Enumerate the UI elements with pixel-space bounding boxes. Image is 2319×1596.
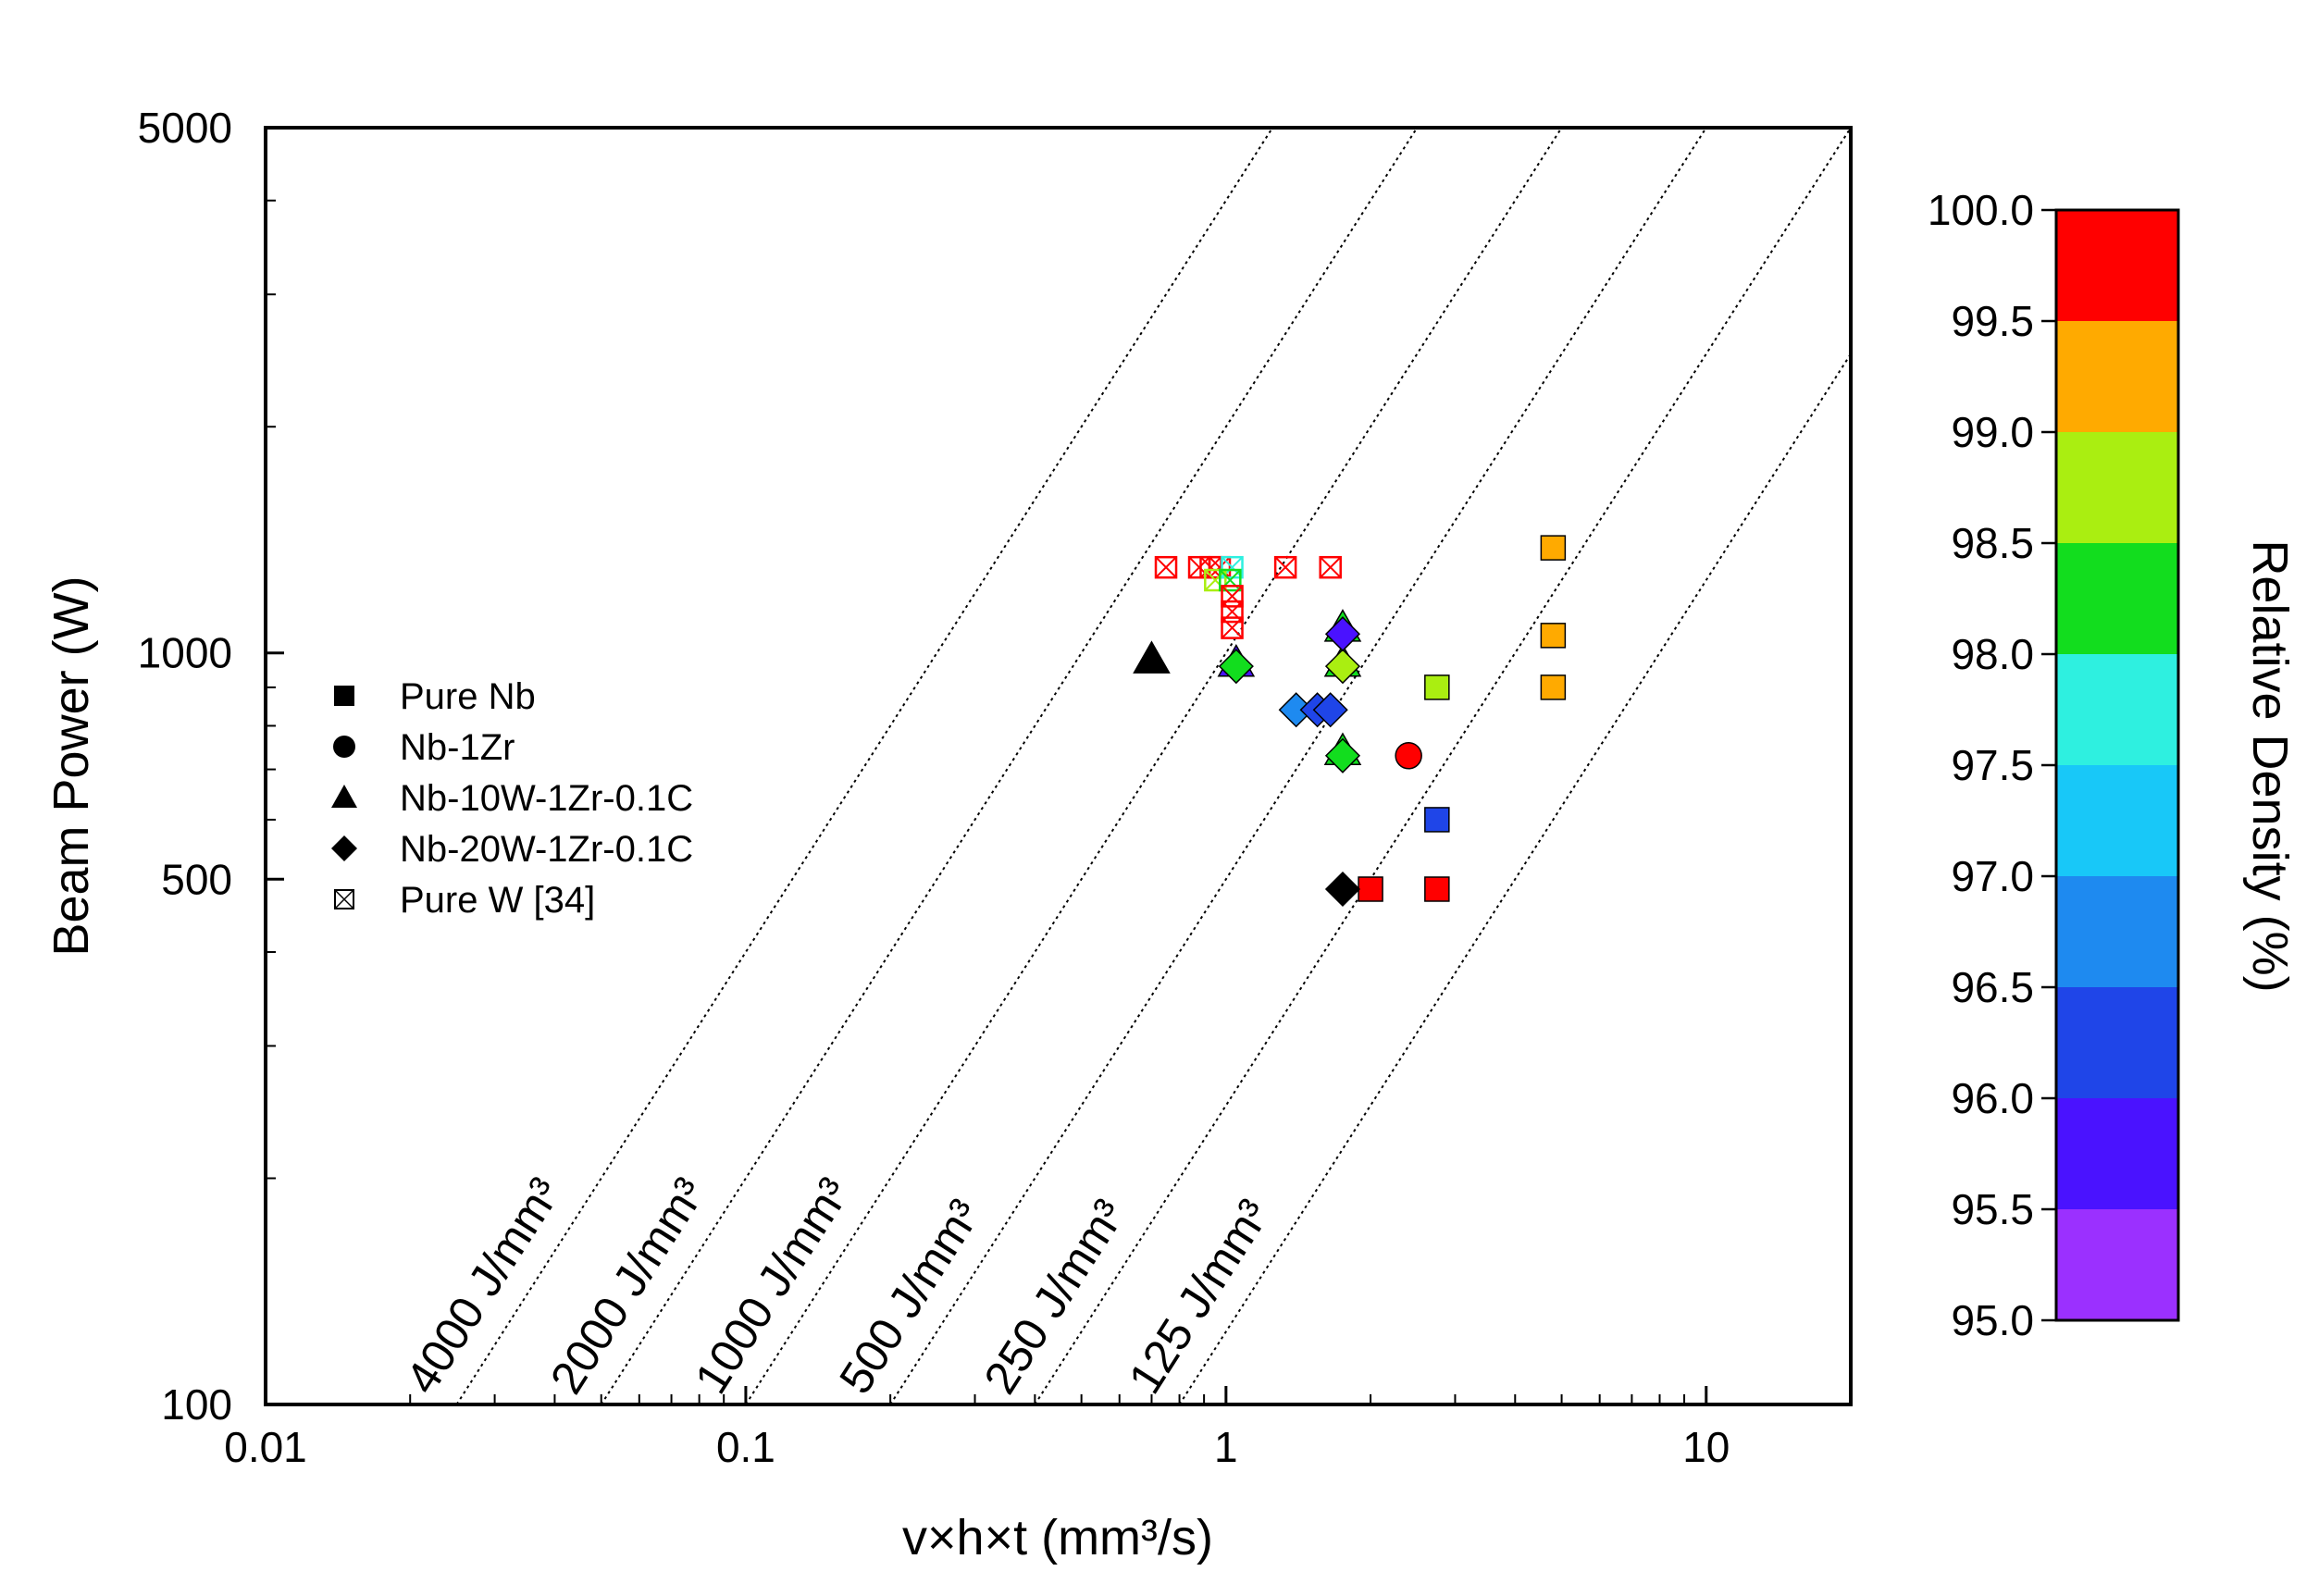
legend-label: Pure W [34] [400, 880, 595, 921]
colorbar-band [2056, 543, 2178, 654]
data-point-square [1358, 876, 1383, 902]
energy-line [745, 128, 1563, 1404]
legend-marker [334, 889, 354, 909]
colorbar-tick-label: 96.5 [1951, 963, 2034, 1011]
data-point-square [1424, 807, 1450, 833]
y-tick-label: 100 [161, 1380, 232, 1429]
colorbar: 95.0 95.5 96.0 96.5 97.0 97.5 98.0 98.5 99.0 99.5… [1928, 186, 2180, 1344]
data-point-boxed-x [1221, 585, 1244, 608]
energy-line-label: 500 J/mm³ [829, 1191, 990, 1403]
data-point-square [1540, 623, 1567, 649]
x-tick-label: 1 [1214, 1423, 1238, 1471]
legend-item: Nb-1Zr [333, 727, 515, 768]
energy-line [1178, 353, 1851, 1404]
colorbar-band [2056, 1209, 2178, 1320]
legend-label: Nb-1Zr [400, 727, 515, 768]
legend-item: Pure W [34] [334, 880, 595, 921]
data-point-diamond [1324, 737, 1361, 773]
x-axis: 0.01 0.1 1 10 [224, 1386, 1852, 1471]
colorbar-title: Relative Density (%) [2242, 539, 2298, 992]
plot-frame [264, 126, 1853, 1406]
data-point-boxed-x [1187, 555, 1211, 579]
x-tick-label: 10 [1682, 1423, 1730, 1471]
colorbar-band [2056, 1098, 2178, 1209]
y-tick-label: 5000 [138, 104, 232, 152]
colorbar-band [2056, 210, 2178, 321]
data-point-square [1424, 674, 1450, 700]
x-tick-label: 0.01 [224, 1423, 307, 1471]
y-axis: 100 500 1000 5000 [138, 104, 284, 1429]
colorbar-tick-label: 97.5 [1951, 741, 2034, 789]
colorbar-tick-label: 99.5 [1951, 297, 2034, 345]
data-point-square [1424, 876, 1450, 902]
colorbar-tick-label: 96.0 [1951, 1074, 2034, 1122]
legend-item: Pure Nb [334, 676, 536, 717]
legend-marker [331, 835, 357, 861]
colorbar-tick-label: 100.0 [1928, 186, 2034, 234]
data-point-boxed-x [1154, 555, 1178, 579]
data-point-boxed-x [1221, 616, 1244, 639]
data-point-diamond [1218, 649, 1254, 685]
colorbar-tick-label: 98.5 [1951, 519, 2034, 567]
data-point-diamond [1324, 649, 1361, 685]
colorbar-tick-label: 97.0 [1951, 852, 2034, 900]
data-points [1133, 535, 1567, 908]
y-tick-label: 500 [161, 855, 232, 903]
legend-item: Nb-10W-1Zr-0.1C [331, 778, 693, 819]
energy-line [600, 128, 1419, 1404]
colorbar-band [2056, 876, 2178, 987]
energy-line-label: 250 J/mm³ [973, 1191, 1135, 1403]
data-point-circle [1395, 742, 1422, 770]
legend-marker [334, 686, 354, 706]
colorbar-band [2056, 321, 2178, 432]
energy-line [889, 128, 1707, 1404]
legend-marker [331, 785, 357, 808]
data-point-diamond [1324, 871, 1361, 908]
legend: Pure Nb Nb-1Zr Nb-10W-1Zr-0.1C Nb-20W-1Zr-0… [331, 676, 693, 921]
legend-label: Nb-20W-1Zr-0.1C [400, 829, 693, 870]
energy-line [1034, 128, 1851, 1404]
legend-label: Pure Nb [400, 676, 536, 717]
colorbar-band [2056, 654, 2178, 765]
legend-label: Nb-10W-1Zr-0.1C [400, 778, 693, 819]
colorbar-tick-label: 95.5 [1951, 1185, 2034, 1233]
y-tick-label: 1000 [138, 629, 232, 677]
data-point-square [1540, 674, 1567, 700]
colorbar-band [2056, 987, 2178, 1098]
colorbar-band [2056, 432, 2178, 543]
energy-line-label: 125 J/mm³ [1119, 1191, 1280, 1403]
x-tick-label: 0.1 [716, 1423, 775, 1471]
colorbar-tick-label: 99.0 [1951, 408, 2034, 456]
data-point-diamond [1312, 692, 1348, 728]
y-axis-title: Beam Power (W) [43, 575, 99, 956]
energy-density-lines [455, 128, 1851, 1404]
data-point-boxed-x [1273, 555, 1297, 579]
colorbar-tick-label: 98.0 [1951, 630, 2034, 678]
x-axis-title: v×h×t (mm³/s) [902, 1510, 1213, 1565]
data-point-diamond [1324, 616, 1361, 652]
data-point-triangle [1133, 640, 1171, 674]
data-point-boxed-x [1319, 555, 1342, 579]
data-point-square [1540, 535, 1567, 561]
legend-marker [333, 736, 355, 758]
legend-item: Nb-20W-1Zr-0.1C [331, 829, 693, 870]
colorbar-tick-label: 95.0 [1951, 1296, 2034, 1344]
colorbar-band [2056, 765, 2178, 876]
